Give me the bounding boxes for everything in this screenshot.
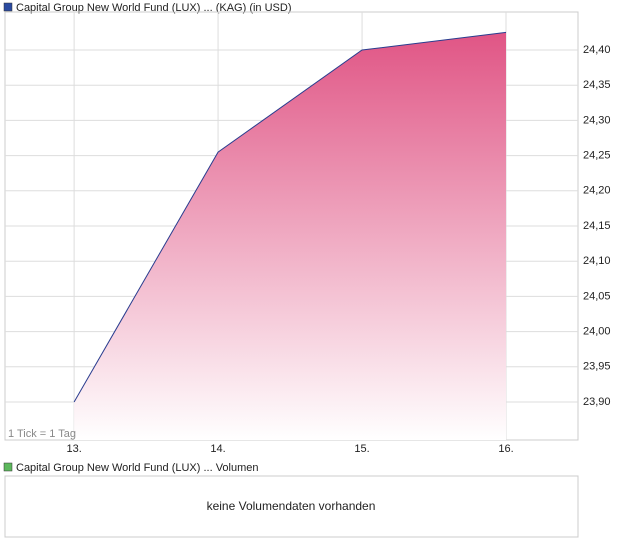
y-tick-label: 24,25 (583, 150, 611, 162)
x-tick-label: 13. (66, 443, 81, 455)
legend-label: Capital Group New World Fund (LUX) ... V… (16, 462, 259, 474)
line (73, 31, 507, 403)
y-tick-label: 24,05 (583, 290, 611, 302)
legend-label: Capital Group New World Fund (LUX) ... (… (16, 2, 291, 14)
legend-swatch (3, 2, 13, 12)
y-tick-label: 24,35 (583, 79, 611, 91)
x-tick-label: 15. (354, 443, 369, 455)
legend-swatch (3, 462, 13, 472)
x-tick-label: 14. (210, 443, 225, 455)
y-tick-label: 24,20 (583, 185, 611, 197)
y-tick-label: 24,00 (583, 325, 611, 337)
y-tick-label: 23,95 (583, 361, 611, 373)
y-tick-label: 24,10 (583, 255, 611, 267)
annotation: 1 Tick = 1 Tag (8, 428, 76, 440)
volume-frame (4, 475, 579, 538)
y-tick-label: 24,15 (583, 220, 611, 232)
y-tick-label: 24,40 (583, 44, 611, 56)
y-tick-label: 23,90 (583, 396, 611, 408)
area (74, 32, 507, 440)
y-tick-label: 24,30 (583, 114, 611, 126)
x-tick-label: 16. (498, 443, 513, 455)
volume-message: keine Volumendaten vorhanden (207, 499, 376, 513)
